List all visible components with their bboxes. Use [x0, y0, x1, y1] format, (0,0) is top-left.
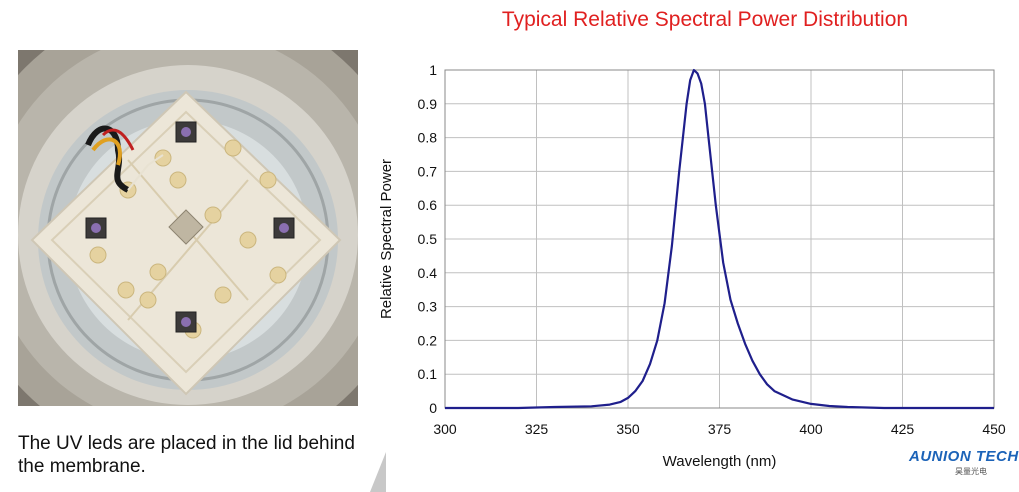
spectral-chart-svg: 00.10.20.30.40.50.60.70.80.91 300 325 350 3…	[378, 62, 1006, 470]
y-tick-label: 0.6	[418, 197, 438, 213]
y-tick-label: 0.1	[418, 366, 438, 382]
y-tick-label: 0.9	[418, 96, 438, 112]
y-tick-labels: 0 0.1 0.2 0.3 0.4 0.5 0.6 0.7 0.8 0.9 1	[418, 62, 438, 416]
x-tick-label: 450	[982, 421, 1006, 437]
logo-subtext: 昊量光电	[955, 467, 987, 476]
y-tick-label: 0	[429, 400, 437, 416]
x-tick-label: 350	[616, 421, 640, 437]
y-tick-label: 0.7	[418, 163, 438, 179]
chart-axes	[444, 69, 995, 409]
y-tick-label: 0.4	[418, 265, 438, 281]
logo-text: AUNION TECH	[909, 448, 1019, 465]
y-tick-label: 1	[429, 62, 437, 78]
y-tick-label: 0.5	[418, 231, 438, 247]
spectral-chart: 0 0.1 0.2 0.3 0.4 0.5 0.6 0.7 0.8 0.9 1 300 325 350 3…	[375, 48, 1019, 486]
x-tick-label: 400	[799, 421, 823, 437]
y-tick-label: 0.8	[418, 130, 438, 146]
y-tick-label: 0.3	[418, 299, 438, 315]
chart-series	[445, 68, 994, 410]
decorative-wedge	[370, 452, 386, 492]
x-tick-labels: 300 325 350 375 400 425 450	[433, 421, 1006, 437]
x-tick-label: 425	[891, 421, 915, 437]
x-tick-label: 325	[525, 421, 549, 437]
uv-led-board-illustration	[18, 50, 358, 406]
y-tick-label: 0.2	[418, 332, 438, 348]
x-tick-label: 375	[708, 421, 732, 437]
aunion-tech-logo: AUNION TECH 昊量光电	[905, 448, 1019, 482]
plot-frame	[444, 69, 995, 409]
x-tick-label: 300	[433, 421, 457, 437]
y-axis-label: Relative Spectral Power	[378, 159, 395, 319]
photo-caption: The UV leds are placed in the lid behind…	[18, 433, 355, 477]
uv-led-lid-photo	[18, 50, 358, 406]
spectral-power-line	[445, 68, 994, 410]
chart-title: Typical Relative Spectral Power Distribu…	[501, 8, 909, 31]
x-axis-label: Wavelength (nm)	[663, 453, 777, 470]
